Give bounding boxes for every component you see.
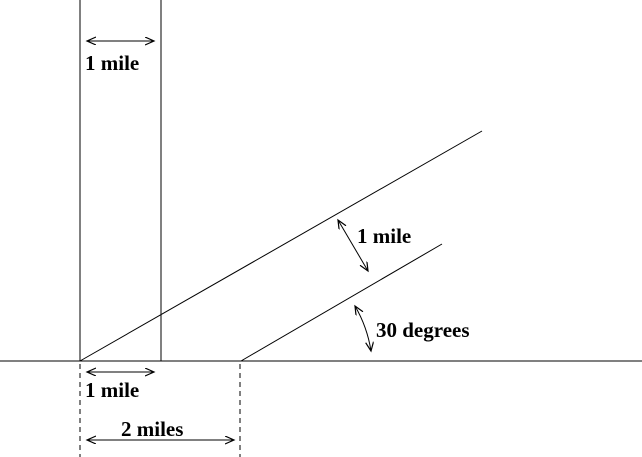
angle-arc-arrow	[355, 306, 371, 351]
base-first-segment-label: 1 mile	[85, 378, 139, 402]
vertical-road-width-label: 1 mile	[85, 51, 139, 75]
angle-label: 30 degrees	[376, 318, 470, 342]
diagonal-road-lower-edge	[240, 243, 443, 362]
diagonal-width-arrow	[338, 220, 368, 271]
diagonal-road-width-label: 1 mile	[357, 224, 411, 248]
diagonal-road-upper-edge	[79, 130, 483, 362]
base-total-label: 2 miles	[121, 417, 183, 441]
